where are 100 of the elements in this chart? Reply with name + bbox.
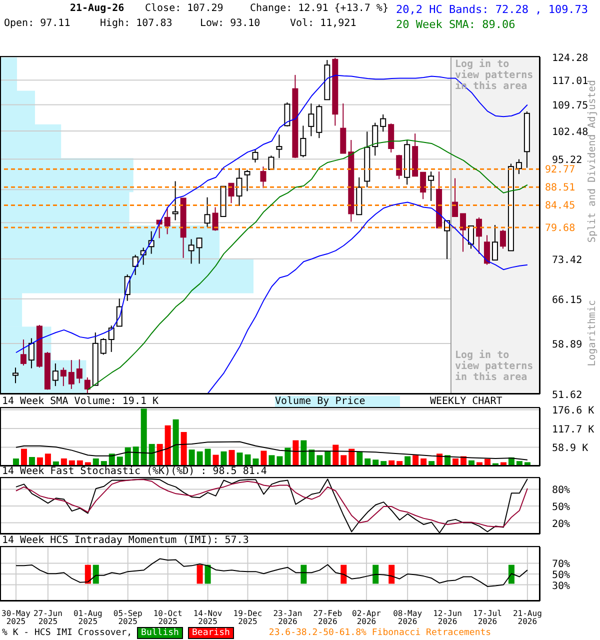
candlestick	[244, 169, 250, 192]
y-tick-label: 80%	[552, 485, 570, 496]
candlestick	[164, 206, 170, 235]
candlestick	[388, 122, 394, 153]
y-tick-label: 20%	[552, 518, 570, 530]
y-tick-label: 95.22	[552, 155, 582, 166]
bar	[292, 440, 299, 466]
x-tick-label: 27-Feb 2026	[313, 609, 342, 626]
candlestick	[68, 360, 74, 390]
candlestick	[28, 338, 34, 369]
y-tick-label: 117.01	[552, 76, 588, 88]
text: % K - HCS IMI Crossover,	[2, 628, 132, 638]
text: Bullish	[137, 627, 183, 639]
text: Vol: 11,921	[290, 18, 356, 29]
candlestick	[84, 376, 90, 394]
candlestick	[468, 225, 474, 250]
candlestick	[268, 155, 274, 170]
candlestick	[228, 182, 234, 204]
bar	[140, 408, 147, 466]
y-tick-label: 70%	[552, 559, 570, 570]
bar	[300, 440, 307, 466]
candlestick	[260, 166, 266, 189]
candlestick	[300, 125, 306, 158]
candlestick	[460, 213, 466, 252]
candlestick	[132, 254, 138, 276]
candlestick	[500, 229, 506, 250]
candlestick	[420, 172, 426, 200]
text: Logarithmic	[587, 300, 598, 366]
bar	[228, 450, 235, 466]
line-series	[15, 441, 528, 460]
y-tick-label: 58.9 K	[552, 443, 588, 454]
text: 23.6-38.2-50-61.8% Fibonacci Retracements	[268, 628, 492, 638]
text: 20 Week SMA: 89.06	[396, 17, 516, 32]
y-axis-title: Split and Dividend Adjusted	[587, 80, 598, 243]
candlestick	[492, 224, 498, 261]
x-tick-label: 12-Jun 2026	[433, 609, 462, 626]
bar	[276, 456, 283, 466]
candlestick	[276, 134, 282, 159]
text: Low: 93.10	[200, 18, 260, 29]
y-tick-label: 66.15	[552, 294, 582, 306]
text: WEEKLY CHART	[430, 396, 502, 407]
candlestick	[12, 367, 18, 384]
candlestick	[60, 367, 66, 387]
bar	[268, 455, 275, 466]
bar	[412, 455, 419, 466]
y-tick-label: 50%	[552, 570, 570, 581]
x-tick-label: 17-Jul 2026	[473, 609, 502, 626]
x-tick-label: 19-Dec 2025	[233, 609, 262, 626]
x-tick-label: 23-Jan 2026	[273, 609, 302, 626]
text: 21-Aug-26	[70, 3, 124, 14]
bar	[116, 456, 123, 466]
candlestick	[428, 171, 434, 202]
bar	[132, 446, 139, 466]
bar	[340, 455, 347, 466]
bar	[404, 456, 411, 466]
candlestick	[236, 168, 242, 206]
y-tick-label: 58.89	[552, 339, 582, 350]
ref-line-label: 84.45	[545, 200, 576, 212]
ref-line-label: 88.51	[545, 182, 576, 194]
bar	[44, 454, 51, 466]
y-tick-label: 30%	[552, 580, 570, 592]
bar	[180, 432, 187, 466]
bar	[260, 450, 267, 466]
candlestick	[372, 122, 378, 156]
candlestick	[20, 339, 26, 366]
y-tick-label: 51.62	[552, 390, 582, 401]
y-tick-label: 109.75	[552, 100, 588, 112]
x-tick-label: 08-May 2026	[393, 609, 422, 626]
bar	[316, 455, 323, 466]
candlestick	[172, 180, 178, 221]
ref-line-label: 92.77	[545, 164, 576, 176]
text: 20,2 HC Bands: 72.28 , 109.73	[396, 2, 588, 17]
y-tick-label: 176.6 K	[552, 406, 594, 417]
y-tick-label: 73.42	[552, 254, 582, 266]
text: High: 107.83	[100, 18, 172, 29]
bar	[20, 448, 27, 466]
candlestick	[212, 206, 218, 232]
candlestick	[284, 102, 290, 127]
text: Close: 107.29	[145, 3, 224, 14]
bar	[196, 451, 203, 466]
text: Volume By Price	[275, 396, 400, 407]
y-tick-label: 124.28	[552, 53, 588, 64]
bar	[172, 419, 179, 466]
candlestick	[100, 338, 106, 356]
x-tick-label: 02-Apr 2026	[352, 609, 382, 626]
x-tick-label: 01-Aug 2025	[73, 609, 103, 626]
x-tick-label: 10-Oct 2025	[153, 609, 182, 626]
line-series	[15, 558, 528, 587]
candlestick	[188, 238, 194, 264]
y-tick-label: 102.48	[552, 126, 588, 138]
band-label: Log in to view patterns in this area	[454, 59, 534, 92]
bar	[332, 444, 339, 466]
x-tick-label: 27-Jun 2025	[33, 609, 63, 626]
candlestick	[484, 234, 490, 266]
candlestick	[76, 358, 82, 384]
x-tick-label: 05-Sep 2025	[113, 609, 142, 626]
bar	[220, 451, 227, 466]
x-tick-label: 30-May 2025	[2, 609, 31, 626]
candlestick	[308, 102, 314, 137]
candlestick	[516, 158, 522, 175]
